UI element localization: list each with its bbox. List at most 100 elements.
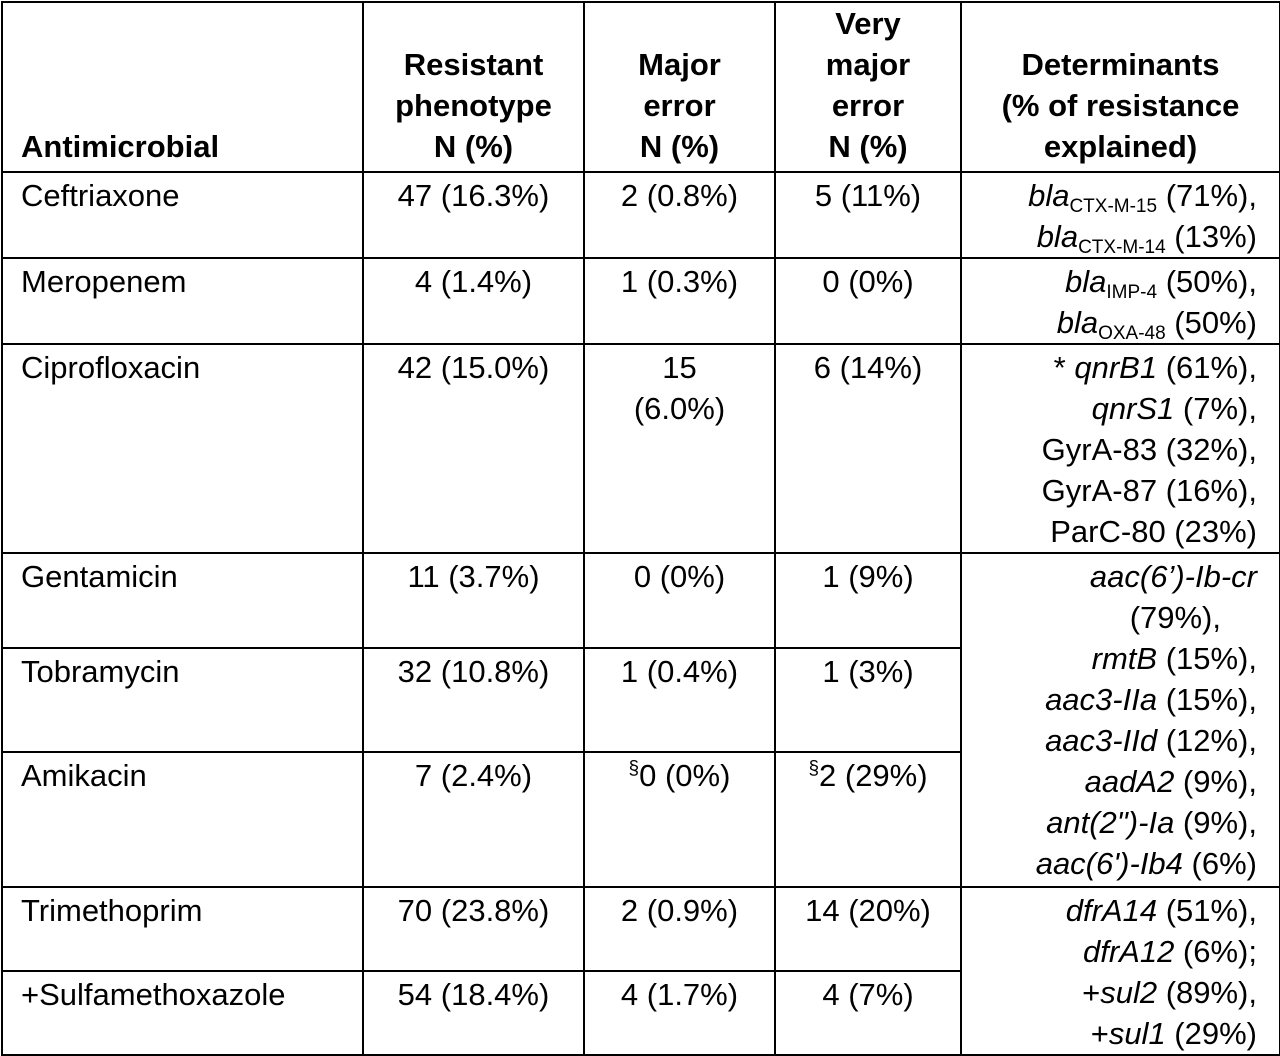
gene-subscript: CTX-M-15 (1069, 196, 1158, 217)
determinants-cell: dfrA14 (51%), dfrA12 (6%); +sul2 (89%), … (960, 886, 1280, 1056)
table-row: Meropenem 4 (1.4%) 1 (0.3%) 0 (0%) blaIM… (1, 257, 1280, 345)
determinant-line: +sul2 (89%), (968, 972, 1257, 1013)
resistant-value: 7 (2.4%) (362, 751, 585, 888)
resistant-value: 4 (1.4%) (362, 257, 585, 345)
antimicrobial-name: +Sulfamethoxazole (1, 970, 364, 1056)
determinant-percent: (51%), (1157, 893, 1257, 928)
header-line: Very (835, 6, 901, 41)
header-line: Determinants (1021, 47, 1220, 82)
gene-name: bla (1028, 178, 1070, 213)
determinant-percent: (6%); (1174, 934, 1257, 969)
determinant-line: qnrS1 (7%), (968, 388, 1257, 429)
header-line: explained) (1043, 129, 1198, 164)
antimicrobial-name: Meropenem (1, 257, 364, 345)
determinants-cell: * qnrB1 (61%), qnrS1 (7%), GyrA-83 (32%)… (960, 343, 1280, 554)
determinant-line: +sul1 (29%) (968, 1013, 1257, 1054)
header-major-error: Major error N (%) (583, 1, 776, 173)
table-row: Tobramycin 32 (10.8%) 1 (0.4%) 1 (3%) (1, 647, 1280, 753)
header-line: N (%) (433, 129, 514, 164)
very-major-error-value: 5 (11%) (774, 171, 962, 259)
gene-name: bla (1056, 305, 1099, 340)
determinant-line: GyrA-83 (32%), (1041, 432, 1257, 467)
gene-name: aac(6’)-Ib-cr (1089, 559, 1257, 594)
very-major-error-value: 14 (20%) (774, 886, 962, 972)
resistant-value: 54 (18.4%) (362, 970, 585, 1056)
table-row: Ciprofloxacin 42 (15.0%) 15 (6.0%) 6 (14… (1, 343, 1280, 554)
gene-name: aac3-IIa (1045, 682, 1158, 717)
determinant-line: (79%), (1129, 600, 1221, 635)
determinant-percent: (71%), (1157, 178, 1257, 213)
major-error-value: 1 (0.4%) (583, 647, 776, 753)
determinant-prefix: + (1090, 1016, 1109, 1051)
determinant-line: blaCTX-M-15 (71%), (968, 175, 1257, 216)
determinant-percent: (15%), (1157, 641, 1257, 676)
determinant-line: dfrA12 (6%); (968, 931, 1257, 972)
antimicrobial-name: Amikacin (1, 751, 364, 888)
determinant-line: dfrA14 (51%), (968, 890, 1257, 931)
determinant-line: ParC-80 (23%) (1050, 514, 1257, 549)
footnote-mark: § (808, 758, 820, 779)
resistant-value: 70 (23.8%) (362, 886, 585, 972)
header-antimicrobial: Antimicrobial (1, 1, 364, 173)
major-error-value: 2 (0.9%) (583, 886, 776, 972)
determinant-percent: (61%), (1157, 350, 1257, 385)
gene-subscript: CTX-M-14 (1078, 237, 1166, 258)
major-error-value: 4 (1.7%) (583, 970, 776, 1056)
major-error-value: 1 (0.3%) (583, 257, 776, 345)
value-line: (6.0%) (633, 391, 726, 426)
very-major-error-value: 1 (9%) (774, 552, 962, 649)
resistant-value: 42 (15.0%) (362, 343, 585, 554)
header-resistant-phenotype: Resistant phenotype N (%) (362, 1, 585, 173)
determinant-prefix: * (1053, 350, 1075, 385)
gene-name: dfrA14 (1065, 893, 1158, 928)
determinant-percent: (9%), (1174, 805, 1257, 840)
gene-name: rmtB (1091, 641, 1158, 676)
determinant-line: GyrA-87 (16%), (1041, 473, 1257, 508)
gene-subscript: OXA-48 (1098, 323, 1166, 344)
gene-name: aac3-IId (1045, 723, 1158, 758)
determinant-line: * qnrB1 (61%), (968, 347, 1257, 388)
table-row: Trimethoprim 70 (23.8%) 2 (0.9%) 14 (20%… (1, 886, 1280, 1056)
resistant-value: 47 (16.3%) (362, 171, 585, 259)
header-line: major (825, 47, 911, 82)
antimicrobial-name: Trimethoprim (1, 886, 364, 972)
determinant-line: aac3-IIa (15%), (968, 679, 1257, 720)
determinants-cell: blaIMP-4 (50%), blaOXA-48 (50%) (960, 257, 1280, 345)
very-major-error-value: 1 (3%) (774, 647, 962, 753)
determinant-percent: (15%), (1157, 682, 1257, 717)
determinant-line: rmtB (15%), (968, 638, 1257, 679)
major-error-value: 0 (0%) (583, 552, 776, 649)
gene-name: qnrS1 (1091, 391, 1175, 426)
value-text: 0 (0%) (639, 758, 731, 793)
determinant-prefix: + (1082, 975, 1101, 1010)
header-line: Major (638, 47, 721, 82)
very-major-error-value: §2 (29%) (774, 751, 962, 888)
gene-name: sul1 (1108, 1016, 1166, 1051)
major-error-value: 15 (6.0%) (583, 343, 776, 554)
value-line: 15 (662, 350, 697, 385)
table-row: +Sulfamethoxazole 54 (18.4%) 4 (1.7%) 4 … (1, 970, 1280, 1056)
determinant-percent: (6%) (1182, 846, 1257, 881)
determinant-percent: (89%), (1157, 975, 1257, 1010)
header-line: N (%) (828, 129, 908, 164)
determinant-line: blaCTX-M-14 (13%) (968, 216, 1257, 257)
table-row: Ceftriaxone 47 (16.3%) 2 (0.8%) 5 (11%) … (1, 171, 1280, 259)
gene-name: bla (1065, 264, 1107, 299)
footnote-mark: § (628, 758, 640, 779)
antimicrobial-name: Ciprofloxacin (1, 343, 364, 554)
gene-name: bla (1036, 219, 1079, 254)
header-very-major-error: Very major error N (%) (774, 1, 962, 173)
determinant-line: aadA2 (9%), (968, 761, 1257, 802)
gene-name: dfrA12 (1082, 934, 1175, 969)
major-error-value: §0 (0%) (583, 751, 776, 888)
determinant-percent: (29%) (1165, 1016, 1257, 1051)
table-row: Amikacin 7 (2.4%) §0 (0%) §2 (29%) (1, 751, 1280, 888)
header-line: Resistant (403, 47, 544, 82)
resistant-value: 32 (10.8%) (362, 647, 585, 753)
antimicrobial-name: Gentamicin (1, 552, 364, 649)
determinants-cell: aac(6’)-Ib-cr (79%), rmtB (15%), aac3-II… (960, 552, 1280, 888)
header-line: (% of resistance (1001, 88, 1240, 123)
determinant-percent: (50%) (1165, 305, 1257, 340)
gene-name: sul2 (1100, 975, 1158, 1010)
